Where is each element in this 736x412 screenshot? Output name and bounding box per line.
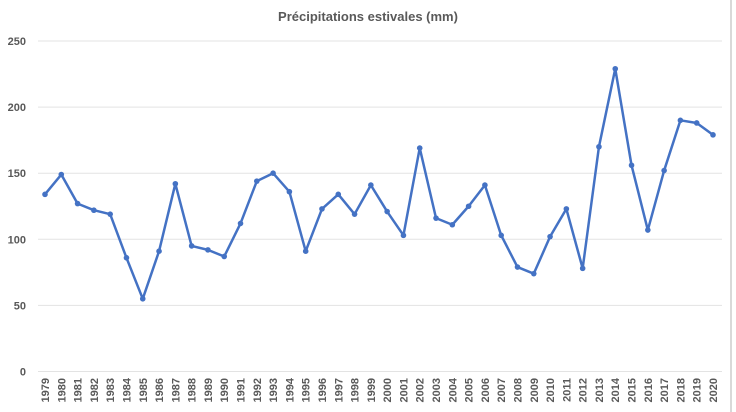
data-point [579,265,586,272]
data-point [270,170,276,176]
x-tick-label: 2006 [480,378,492,402]
y-tick-label: 250 [8,36,26,48]
x-tick-label: 2007 [496,378,508,402]
x-tick-label: 2011 [561,378,573,402]
data-point [693,120,700,126]
x-tick-label: 2015 [627,378,639,402]
x-tick-label: 2018 [675,378,687,402]
data-point [42,191,48,198]
x-tick-label: 2009 [529,378,541,402]
x-tick-label: 2010 [545,378,557,402]
data-point [596,143,602,150]
data-point [351,211,358,217]
x-tick-label: 1985 [138,378,150,402]
data-point [286,188,293,195]
x-tick-label: 2003 [431,378,443,402]
y-tick-label: 0 [20,367,26,379]
x-tick-label: 1992 [252,378,264,402]
x-tick-label: 1980 [56,378,68,402]
x-tick-label: 1999 [366,378,378,402]
x-tick-label: 2016 [643,378,655,402]
x-tick-label: 1983 [105,378,117,402]
data-point [465,203,472,210]
y-tick-label: 100 [8,234,26,246]
data-point [563,206,570,212]
y-tick-label: 50 [14,300,26,312]
data-point [416,145,423,151]
x-tick-label: 2012 [578,378,590,402]
data-point [661,167,667,174]
data-point [547,233,553,240]
data-point [368,182,374,188]
data-point [188,243,195,249]
data-point [677,117,684,124]
data-point [400,232,407,239]
x-tick-label: 1990 [219,378,231,402]
data-point [58,171,65,178]
data-point [628,162,635,169]
x-tick-label: 2020 [708,378,720,402]
data-point [74,200,81,207]
data-point [139,295,146,302]
x-tick-label: 2000 [382,378,394,402]
x-tick-label: 2008 [512,378,524,402]
x-tick-label: 1989 [203,378,215,402]
x-tick-label: 1986 [154,378,166,402]
x-tick-label: 1998 [350,378,362,402]
data-point [205,247,211,253]
data-point [172,180,179,187]
x-tick-label: 2002 [415,378,427,402]
data-point [710,132,716,138]
data-point [221,253,228,260]
x-tick-label: 1995 [301,378,313,402]
y-tick-label: 200 [8,102,26,114]
data-point [645,227,651,233]
x-tick-label: 1982 [89,378,101,402]
x-tick-label: 2017 [659,378,671,402]
x-tick-label: 1984 [121,377,133,402]
data-point [498,232,504,239]
x-tick-label: 2013 [594,378,606,402]
x-tick-label: 1996 [317,378,329,402]
data-point [254,178,260,184]
y-tick-label: 150 [8,168,26,180]
data-point [237,220,244,227]
data-point [433,215,439,221]
data-point [384,208,390,215]
x-tick-label: 1993 [268,378,280,402]
data-point [514,264,521,270]
data-point [482,182,488,188]
x-tick-label: 1981 [73,378,85,402]
x-tick-label: 2005 [464,378,476,402]
x-tick-label: 2001 [398,378,410,402]
series-line [44,67,714,301]
x-tick-label: 2019 [692,378,704,402]
x-tick-label: 1994 [284,377,296,402]
data-point [449,221,456,228]
data-point [302,248,309,254]
data-point [335,191,342,198]
x-tick-label: 1991 [236,378,248,402]
x-tick-label: 1997 [333,378,345,402]
data-point [612,65,619,72]
x-tick-label: 1988 [187,378,199,402]
data-point [156,248,162,254]
data-point [107,211,113,217]
data-point [91,207,97,214]
x-tick-label: 1987 [170,378,182,402]
x-tick-label: 2014 [610,377,622,402]
data-point [530,270,537,277]
x-tick-label: 1979 [40,378,52,402]
data-point [319,206,325,212]
x-tick-label: 2004 [447,377,459,402]
chart-title: Précipitations estivales (mm) [278,9,458,24]
data-point [123,255,130,261]
